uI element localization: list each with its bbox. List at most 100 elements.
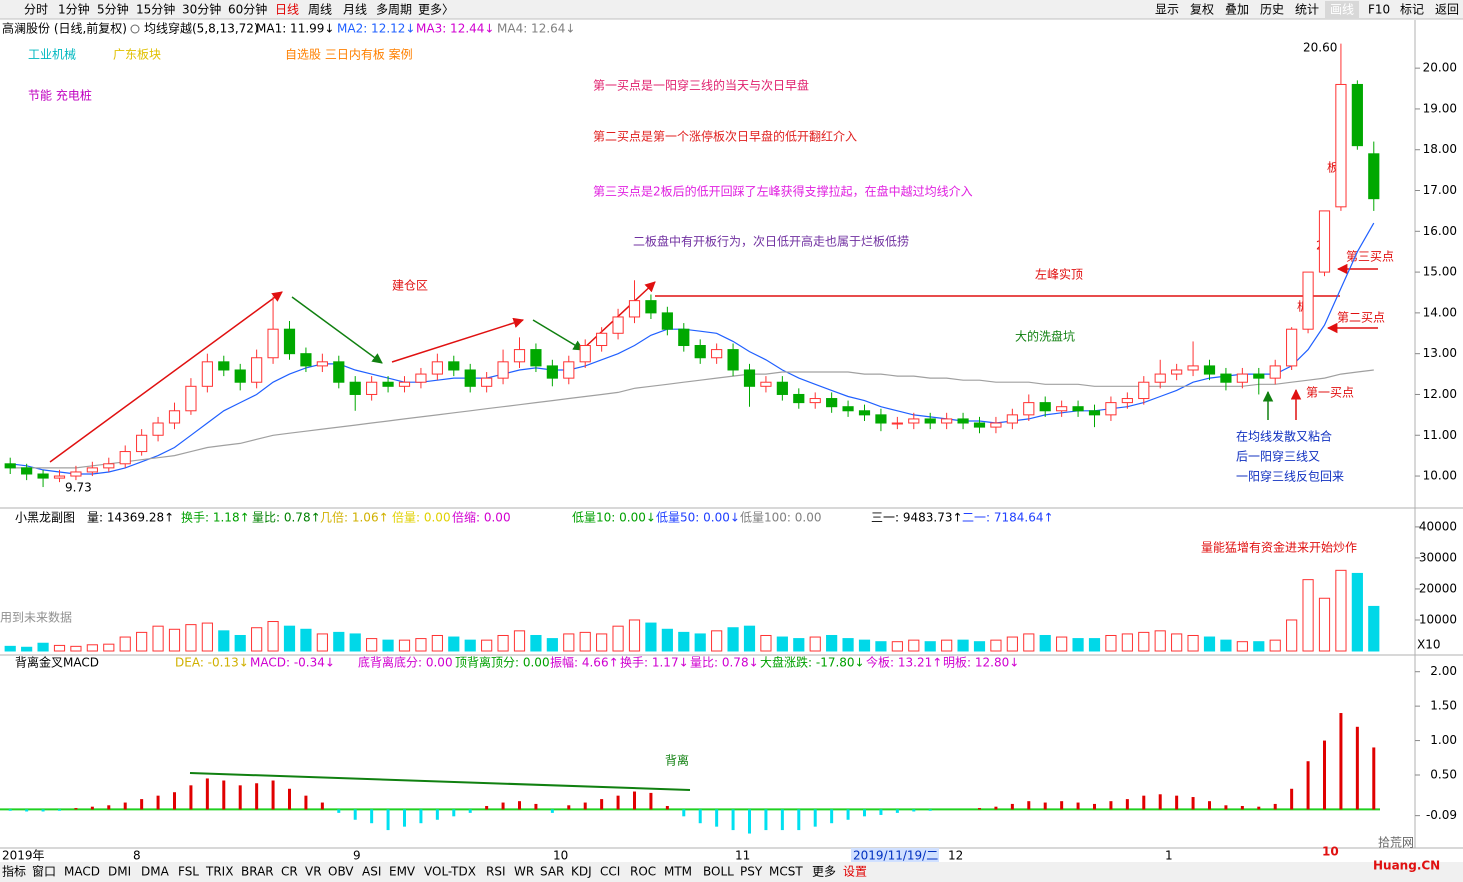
macd-bar	[895, 809, 899, 813]
indicator-tab[interactable]: SAR	[540, 865, 564, 879]
volume-bar	[1072, 638, 1084, 652]
toolbar-item[interactable]: 显示	[1155, 3, 1179, 17]
annotation: 第一买点是一阳穿三线的当天与次日早盘	[593, 78, 809, 93]
volume-bar	[53, 644, 66, 652]
trend-arrow	[49, 291, 283, 463]
volume-bar	[300, 628, 312, 652]
candle-body	[694, 345, 706, 359]
macd-bar	[1273, 803, 1277, 810]
indicator-tab[interactable]: TRIX	[205, 865, 233, 879]
volume-bar	[1171, 633, 1183, 652]
macd-bar	[435, 809, 439, 820]
toolbar-item[interactable]: 5分钟	[97, 2, 129, 17]
indicator-tab[interactable]: 设置	[843, 865, 867, 879]
indicator-tab[interactable]: MCST	[769, 865, 803, 879]
indicator-tab[interactable]: BOLL	[703, 865, 734, 879]
toolbar-item[interactable]: 返回	[1435, 3, 1459, 17]
candle-body	[366, 381, 378, 395]
macd-bar	[1323, 740, 1326, 810]
toolbar-item[interactable]: 多周期	[376, 3, 412, 17]
indicator-tab[interactable]: CR	[281, 865, 298, 879]
toolbar-item[interactable]: 分时	[24, 3, 48, 17]
toolbar-item[interactable]: 15分钟	[136, 2, 175, 17]
annotation: 第二买点	[1337, 311, 1385, 325]
indicator-tab[interactable]: WR	[514, 865, 534, 879]
indicator-tab[interactable]: OBV	[328, 865, 354, 879]
indicator-tab[interactable]: ROC	[630, 865, 656, 879]
toolbar-item[interactable]: 更多〉	[418, 3, 454, 17]
indicator-tab[interactable]: DMI	[108, 865, 131, 879]
toolbar-item[interactable]: 叠加	[1225, 3, 1249, 17]
candle-body	[678, 328, 690, 347]
indicator-tab[interactable]: VR	[305, 865, 322, 879]
macd-bar	[912, 809, 916, 812]
y-tick-label: 12.00	[1423, 387, 1457, 401]
volume-bar	[70, 645, 82, 652]
y-tick-label: 20000	[1419, 581, 1457, 595]
indicator-tab[interactable]: KDJ	[571, 865, 592, 879]
volume-header: 低量10: 0.00↓	[572, 511, 656, 525]
volume-bar	[119, 636, 131, 652]
macd-bar	[1027, 801, 1031, 810]
volume-bar	[431, 634, 443, 652]
macd-header: 明板: 12.80↓	[943, 656, 1019, 670]
macd-bar	[8, 809, 12, 811]
candle-body	[333, 361, 345, 383]
y-tick-label: 40000	[1419, 519, 1457, 533]
toolbar-item[interactable]: 日线	[275, 3, 299, 17]
volume-bar	[530, 634, 542, 652]
main-header: 高澜股份 (日线,前复权)	[2, 21, 127, 36]
annotation: 一阳穿三线反包回来	[1236, 469, 1344, 484]
indicator-tab[interactable]: CCI	[600, 865, 620, 879]
macd-bar	[485, 805, 489, 810]
toolbar-item[interactable]: 30分钟	[182, 2, 221, 17]
toolbar-item[interactable]: 周线	[308, 3, 332, 17]
candle-body	[1253, 373, 1265, 379]
volume-bar	[1368, 605, 1380, 652]
indicator-tab[interactable]: DMA	[141, 865, 170, 879]
toolbar-item[interactable]: 历史	[1260, 3, 1284, 17]
y-tick-label: 1.50	[1430, 699, 1457, 713]
volume-bar	[21, 646, 33, 652]
volume-bar	[678, 631, 690, 652]
date-label: 1	[1165, 849, 1173, 863]
volume-bar	[727, 627, 739, 652]
candle-body	[481, 377, 493, 387]
indicator-tab[interactable]: 窗口	[32, 865, 56, 879]
indicator-tab[interactable]: FSL	[178, 865, 199, 879]
toolbar-item[interactable]: 复权	[1190, 3, 1214, 17]
macd-bar	[222, 780, 226, 810]
indicator-tab[interactable]: VOL-TDX	[424, 865, 476, 879]
annotation: 背离	[665, 753, 689, 768]
candle-body	[513, 349, 526, 363]
toolbar-item[interactable]: F10	[1368, 3, 1390, 17]
macd-bar	[1224, 805, 1228, 810]
indicator-tab[interactable]: MTM	[664, 865, 692, 879]
macd-bar	[1076, 802, 1080, 810]
date-highlight	[851, 848, 939, 862]
macd-bar	[567, 805, 571, 810]
indicator-tab[interactable]: BRAR	[241, 865, 274, 879]
indicator-tab[interactable]: RSI	[486, 865, 506, 879]
indicator-tab[interactable]: ASI	[362, 865, 381, 879]
macd-bar	[386, 809, 390, 831]
toolbar-item[interactable]: 统计	[1295, 3, 1319, 17]
candle-body	[941, 418, 953, 424]
indicator-tab[interactable]: 更多	[812, 865, 836, 879]
toolbar-item[interactable]: 1分钟	[58, 2, 90, 17]
y-tick-label: 17.00	[1423, 183, 1457, 197]
candle-body	[103, 463, 115, 469]
volume-bar	[168, 628, 181, 652]
indicator-tab[interactable]: EMV	[389, 865, 416, 879]
toolbar-item[interactable]: 60分钟	[228, 2, 267, 17]
indicator-tab[interactable]: MACD	[64, 865, 100, 879]
volume-bar	[628, 619, 641, 652]
toolbar-item[interactable]: 标记	[1400, 3, 1424, 17]
macd-header: 底背离底分: 0.00	[358, 655, 453, 670]
indicator-tab[interactable]: 指标	[2, 864, 26, 879]
toolbar-item[interactable]: 月线	[343, 3, 367, 17]
candle-body	[448, 361, 460, 371]
toolbar-item[interactable]: 画线	[1330, 3, 1354, 17]
indicator-tab[interactable]: PSY	[740, 865, 763, 879]
macd-bar	[501, 802, 505, 810]
